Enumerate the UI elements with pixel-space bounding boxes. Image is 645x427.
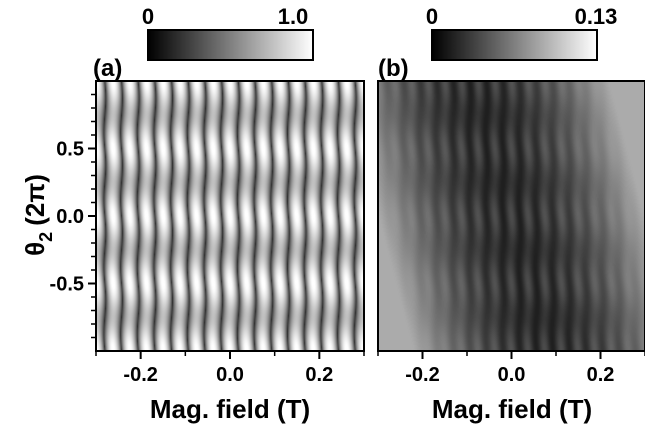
x-axis-label-b: Mag. field (T) [432,394,592,424]
colorbar-a-min-label: 0 [142,4,154,29]
panel-b-x-tick-label: -0.2 [405,364,439,386]
panel-label-b: (b) [378,55,409,82]
ticks-b: -0.2 0.0 0.2 [377,351,645,386]
y-axis-label-theta: θ [20,242,50,256]
y-axis-label: θ2 (2π) [20,174,56,256]
colorbar-b-max-label: 0.13 [575,4,618,29]
heatmap-b [378,81,645,351]
x-axis-label-a: Mag. field (T) [150,394,310,424]
colorbar-b: 0 0.13 [426,4,618,61]
panel-b-x-tick-label: 0.2 [587,364,615,386]
panel-label-a: (a) [93,55,122,82]
ticks-a: -0.2 0.0 0.2 0.5 0.0 -0.5 [50,93,365,386]
heatmap-a [96,81,364,351]
panel-a-x-tick-label: 0.2 [305,364,333,386]
colorbar-b-gradient [431,29,598,61]
panel-a-x-tick-label: 0.0 [216,364,244,386]
y-axis-label-subscript: 2 [36,232,56,242]
colorbar-a: 0 1.0 [142,4,314,61]
colorbar-b-min-label: 0 [426,4,438,29]
colorbar-a-max-label: 1.0 [278,4,309,29]
svg-text:θ2(2π): θ2 (2π) [20,174,56,256]
panel-a-y-tick-label: -0.5 [50,274,84,296]
panel-b-x-tick-label: 0.0 [498,364,526,386]
y-axis-label-unit: (2π) [20,174,50,226]
panel-a-x-tick-label: -0.2 [123,364,157,386]
panel-a-y-tick-label: 0.0 [56,206,84,228]
colorbar-a-gradient [147,29,314,61]
panel-a-y-tick-label: 0.5 [56,139,84,161]
